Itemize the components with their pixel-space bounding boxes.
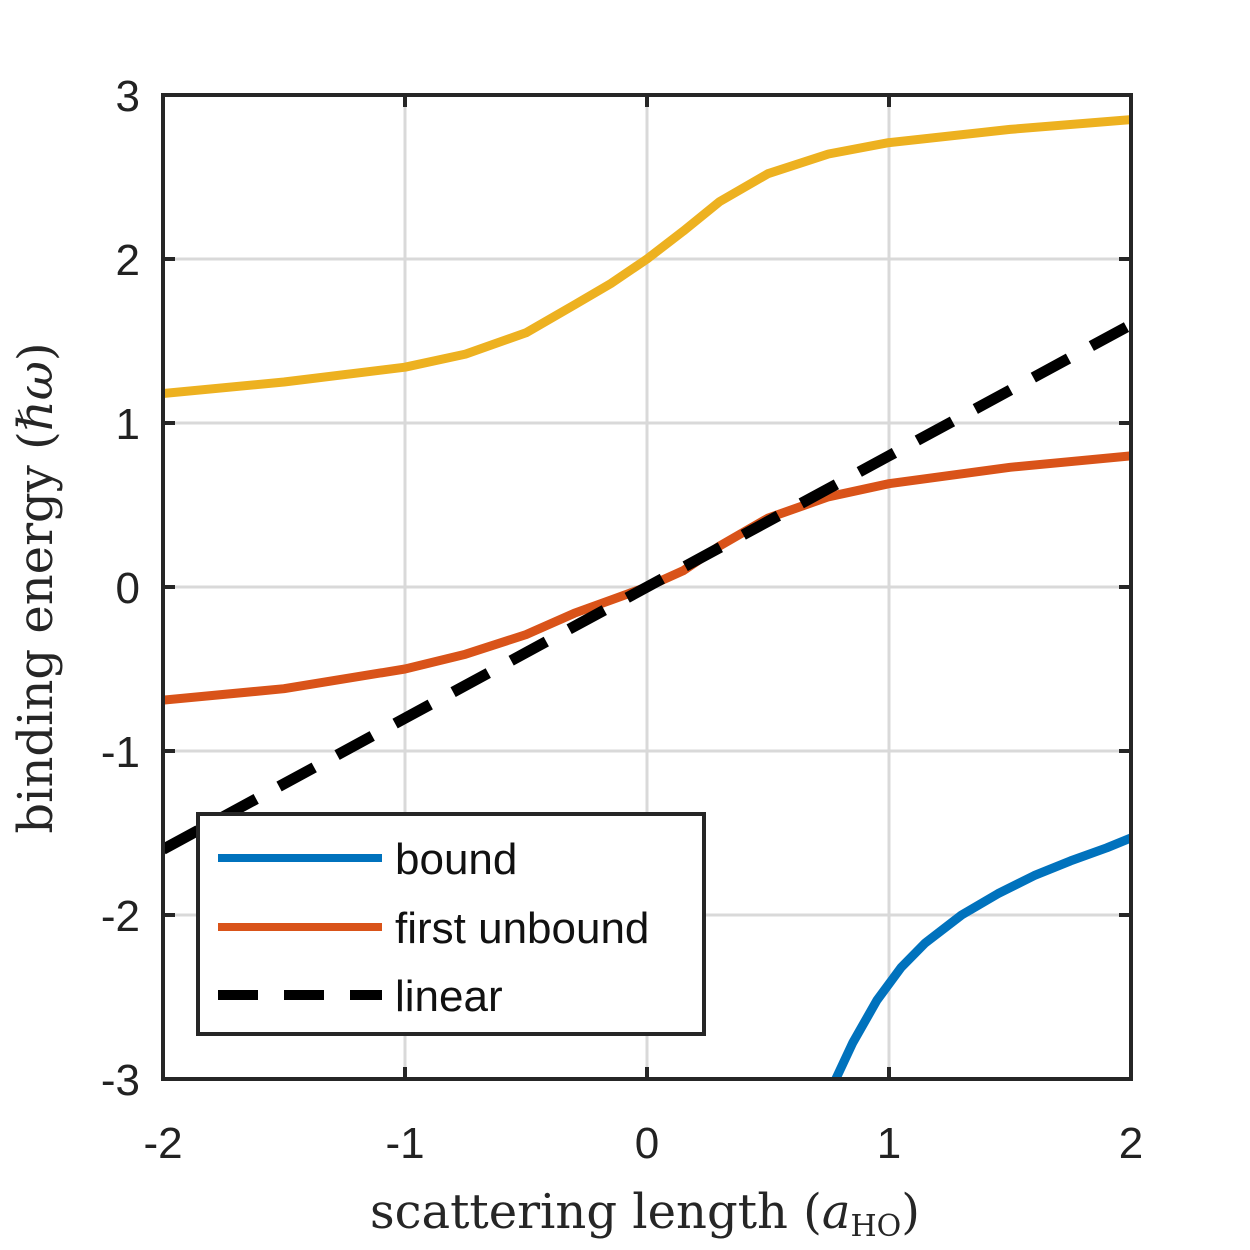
y-tick-label: -3 <box>101 1056 140 1105</box>
y-tick-label: 0 <box>116 564 140 613</box>
series-line-bound <box>831 833 1131 1079</box>
legend-label-first-unbound: first unbound <box>395 904 649 953</box>
legend-label-linear: linear <box>395 972 503 1021</box>
series-line-series-3 <box>163 115 1131 398</box>
y-tick-label: 1 <box>116 400 140 449</box>
series-line-linear <box>163 319 1131 855</box>
y-tick-label: 2 <box>116 236 140 285</box>
y-tick-label: -2 <box>101 892 140 941</box>
legend-label-bound: bound <box>395 835 517 884</box>
axes <box>161 93 1133 1081</box>
x-tick-label: -1 <box>385 1119 424 1168</box>
x-axis-label: scattering length (aHO) <box>370 1184 920 1244</box>
x-tick-label: 2 <box>1119 1119 1143 1168</box>
y-axis-label: binding energy (ℏω) <box>8 342 64 833</box>
x-tick-label: 1 <box>877 1119 901 1168</box>
x-tick-label: -2 <box>143 1119 182 1168</box>
y-tick-label: 3 <box>116 72 140 121</box>
legend: bound first unbound linear <box>196 812 706 1036</box>
x-tick-label: 0 <box>635 1119 659 1168</box>
series-layer <box>163 115 1131 1079</box>
y-tick-label: -1 <box>101 728 140 777</box>
